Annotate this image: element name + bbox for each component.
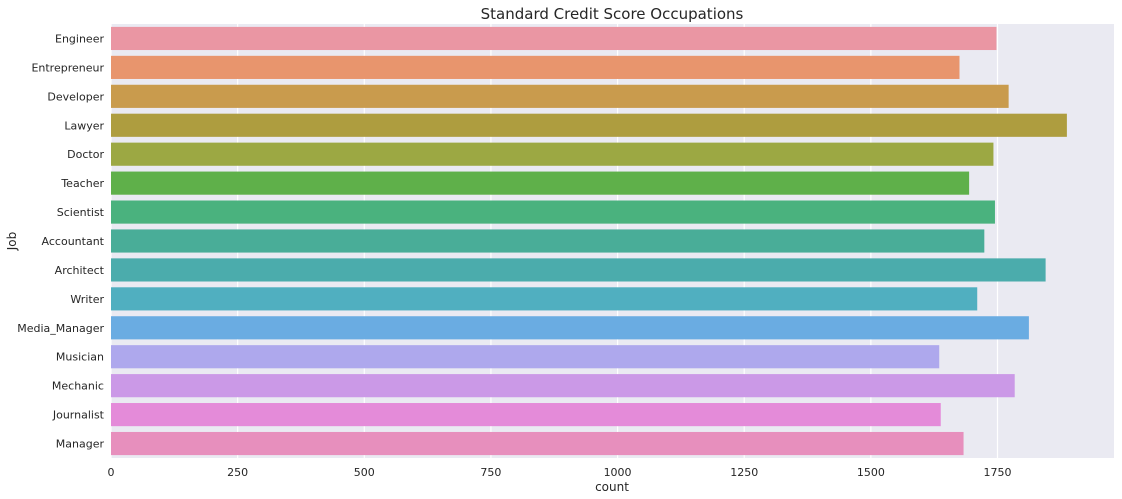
x-tick-label: 500 <box>354 466 375 479</box>
x-axis-label: count <box>595 480 629 494</box>
x-tick-labels: 0 250 500 750 1000 1250 1500 1750 <box>108 466 1012 479</box>
y-tick-label: Scientist <box>57 206 105 219</box>
bar-mechanic <box>111 374 1015 398</box>
y-tick-label: Doctor <box>67 148 104 161</box>
y-tick-label: Architect <box>55 264 105 277</box>
bar-lawyer <box>111 113 1067 137</box>
x-tick-label: 1000 <box>604 466 632 479</box>
bar-writer <box>111 287 978 311</box>
bars <box>111 26 1067 456</box>
y-tick-label: Mechanic <box>52 380 104 393</box>
y-tick-label: Teacher <box>60 177 104 190</box>
x-tick-label: 0 <box>108 466 115 479</box>
bar-accountant <box>111 229 985 253</box>
chart-title: Standard Credit Score Occupations <box>481 5 744 23</box>
bar-developer <box>111 84 1009 108</box>
x-tick-label: 750 <box>480 466 501 479</box>
y-tick-label: Lawyer <box>64 119 104 132</box>
y-tick-label: Journalist <box>52 409 105 422</box>
x-tick-label: 1500 <box>857 466 885 479</box>
bar-engineer <box>111 26 997 51</box>
bar-scientist <box>111 200 995 224</box>
bar-manager <box>111 431 964 456</box>
y-tick-label: Writer <box>70 293 104 306</box>
bar-media-manager <box>111 316 1029 340</box>
bar-journalist <box>111 403 941 427</box>
bar-entrepreneur <box>111 55 960 79</box>
x-tick-label: 250 <box>227 466 248 479</box>
y-tick-label: Entrepreneur <box>31 61 104 74</box>
bar-doctor <box>111 142 994 166</box>
x-tick-label: 1250 <box>730 466 758 479</box>
x-tick-label: 1750 <box>983 466 1011 479</box>
y-tick-label: Manager <box>56 438 105 451</box>
y-axis-label: Job <box>5 232 19 252</box>
bar-musician <box>111 345 940 369</box>
y-tick-label: Engineer <box>55 32 104 45</box>
y-tick-labels: Engineer Entrepreneur Developer Lawyer Docto… <box>17 32 104 450</box>
y-tick-label: Accountant <box>42 235 105 248</box>
y-tick-label: Media_Manager <box>17 322 104 335</box>
y-tick-label: Developer <box>47 90 104 103</box>
y-tick-label: Musician <box>56 351 104 364</box>
bar-architect <box>111 258 1046 282</box>
bar-teacher <box>111 171 970 195</box>
